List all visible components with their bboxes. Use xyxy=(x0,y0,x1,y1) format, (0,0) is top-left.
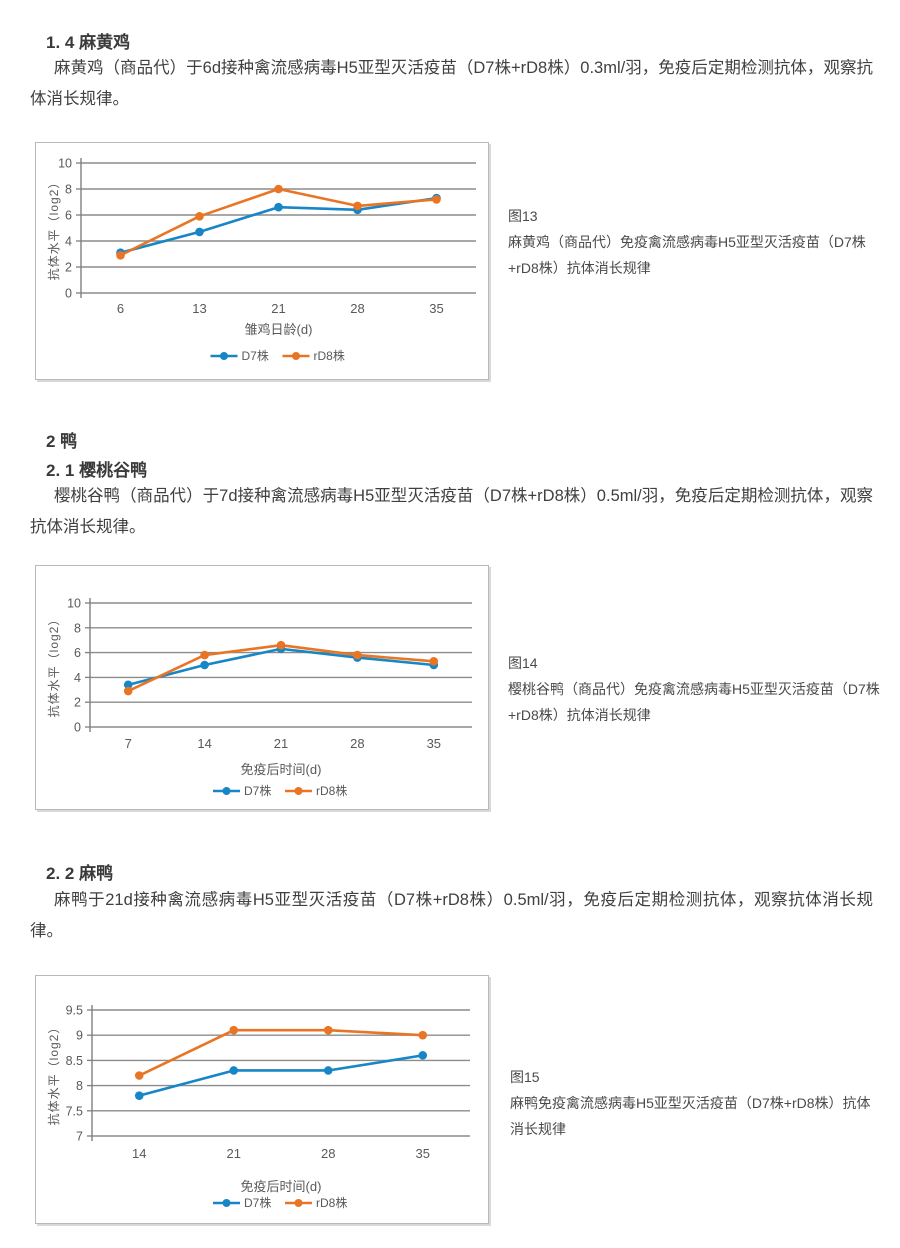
section-heading-2-2: 2. 2 麻鸭 xyxy=(46,864,114,883)
svg-text:8: 8 xyxy=(76,1079,83,1093)
svg-text:抗体水平（log2）: 抗体水平（log2） xyxy=(46,1021,61,1126)
section-body-2-2: 麻鸭于21d接种禽流感病毒H5亚型灭活疫苗（D7株+rD8株）0.5ml/羽，免… xyxy=(30,891,873,940)
section-heading-1-4: 1. 4 麻黄鸡 xyxy=(46,33,131,52)
svg-text:rD8株: rD8株 xyxy=(314,348,345,363)
svg-text:2: 2 xyxy=(74,696,81,710)
figure15-caption: 图15 麻鸭免疫禽流感病毒H5亚型灭活疫苗（D7株+rD8株）抗体消长规律 xyxy=(510,1064,882,1142)
section-body-2-1: 樱桃谷鸭（商品代）于7d接种禽流感病毒H5亚型灭活疫苗（D7株+rD8株）0.5… xyxy=(30,487,873,536)
svg-text:D7株: D7株 xyxy=(244,783,271,798)
svg-text:14: 14 xyxy=(197,736,211,751)
figure13-id: 图13 xyxy=(508,208,538,224)
svg-text:D7株: D7株 xyxy=(244,1195,271,1210)
svg-text:21: 21 xyxy=(227,1146,241,1161)
svg-text:28: 28 xyxy=(321,1146,335,1161)
figure13-caption: 图13 麻黄鸡（商品代）免疫禽流感病毒H5亚型灭活疫苗（D7株+rD8株）抗体消… xyxy=(508,203,880,281)
svg-text:6: 6 xyxy=(65,209,72,223)
svg-text:35: 35 xyxy=(429,301,443,316)
svg-text:35: 35 xyxy=(427,736,441,751)
svg-text:0: 0 xyxy=(74,721,81,735)
figure13-chart: 0 2 4 6 8 10 6 13 21 28 35 雏鸡日龄(d) 抗体水平（log2） D7株 rD8株 xyxy=(35,142,489,380)
svg-text:7.5: 7.5 xyxy=(66,1104,83,1118)
svg-text:免疫后时间(d): 免疫后时间(d) xyxy=(241,1179,322,1194)
svg-text:8.5: 8.5 xyxy=(66,1054,83,1068)
figure15-caption-text: 麻鸭免疫禽流感病毒H5亚型灭活疫苗（D7株+rD8株）抗体消长规律 xyxy=(510,1095,871,1137)
svg-text:雏鸡日龄(d): 雏鸡日龄(d) xyxy=(245,322,313,337)
figure15-line-chart-svg: 7 7.5 8 8.5 9 9.5 14 21 28 35 免疫后时间(d) 抗体水平（log2） D7… xyxy=(46,1004,470,1210)
svg-text:21: 21 xyxy=(274,736,288,751)
svg-text:4: 4 xyxy=(74,671,81,685)
figure15-chart: 7 7.5 8 8.5 9 9.5 14 21 28 35 免疫后时间(d) 抗体水平（log2） D7… xyxy=(35,975,489,1224)
figure14-caption: 图14 樱桃谷鸭（商品代）免疫禽流感病毒H5亚型灭活疫苗（D7株+rD8株）抗体… xyxy=(508,650,880,728)
figure14-id: 图14 xyxy=(508,655,538,671)
svg-text:6: 6 xyxy=(117,301,124,316)
svg-text:10: 10 xyxy=(58,157,72,171)
svg-text:4: 4 xyxy=(65,235,72,249)
svg-text:10: 10 xyxy=(67,597,81,611)
svg-text:9: 9 xyxy=(76,1029,83,1043)
section-heading-2: 2 鸭 xyxy=(46,432,78,451)
svg-text:9.5: 9.5 xyxy=(66,1004,83,1018)
svg-text:21: 21 xyxy=(271,301,285,316)
svg-text:抗体水平（log2）: 抗体水平（log2） xyxy=(46,613,61,718)
figure14-chart: 0 2 4 6 8 10 7 14 21 28 35 免疫后时间(d) 抗体水平（log2） D7株 rD8… xyxy=(35,565,489,810)
svg-text:28: 28 xyxy=(350,736,364,751)
svg-text:8: 8 xyxy=(65,183,72,197)
svg-text:6: 6 xyxy=(74,646,81,660)
figure14-line-chart-svg: 0 2 4 6 8 10 7 14 21 28 35 免疫后时间(d) 抗体水平（log2） D7株 rD8… xyxy=(46,597,472,798)
section-body-1-4: 麻黄鸡（商品代）于6d接种禽流感病毒H5亚型灭活疫苗（D7株+rD8株）0.3m… xyxy=(30,59,873,108)
svg-text:rD8株: rD8株 xyxy=(316,1195,347,1210)
svg-text:D7株: D7株 xyxy=(242,348,269,363)
svg-text:2: 2 xyxy=(65,261,72,275)
svg-text:28: 28 xyxy=(350,301,364,316)
svg-text:7: 7 xyxy=(125,736,132,751)
figure13-line-chart-svg: 0 2 4 6 8 10 6 13 21 28 35 雏鸡日龄(d) 抗体水平（log2） D7株 rD8株 xyxy=(46,157,476,363)
svg-text:0: 0 xyxy=(65,287,72,301)
section-heading-2-1: 2. 1 樱桃谷鸭 xyxy=(46,461,148,480)
svg-text:13: 13 xyxy=(192,301,206,316)
figure15-id: 图15 xyxy=(510,1069,540,1085)
figure14-caption-text: 樱桃谷鸭（商品代）免疫禽流感病毒H5亚型灭活疫苗（D7株+rD8株）抗体消长规律 xyxy=(508,681,880,723)
svg-text:14: 14 xyxy=(132,1146,146,1161)
svg-text:7: 7 xyxy=(76,1130,83,1144)
svg-text:35: 35 xyxy=(416,1146,430,1161)
svg-text:抗体水平（log2）: 抗体水平（log2） xyxy=(46,176,61,281)
svg-text:免疫后时间(d): 免疫后时间(d) xyxy=(241,762,322,777)
figure13-caption-text: 麻黄鸡（商品代）免疫禽流感病毒H5亚型灭活疫苗（D7株+rD8株）抗体消长规律 xyxy=(508,234,866,276)
svg-text:rD8株: rD8株 xyxy=(316,783,347,798)
svg-text:8: 8 xyxy=(74,621,81,635)
